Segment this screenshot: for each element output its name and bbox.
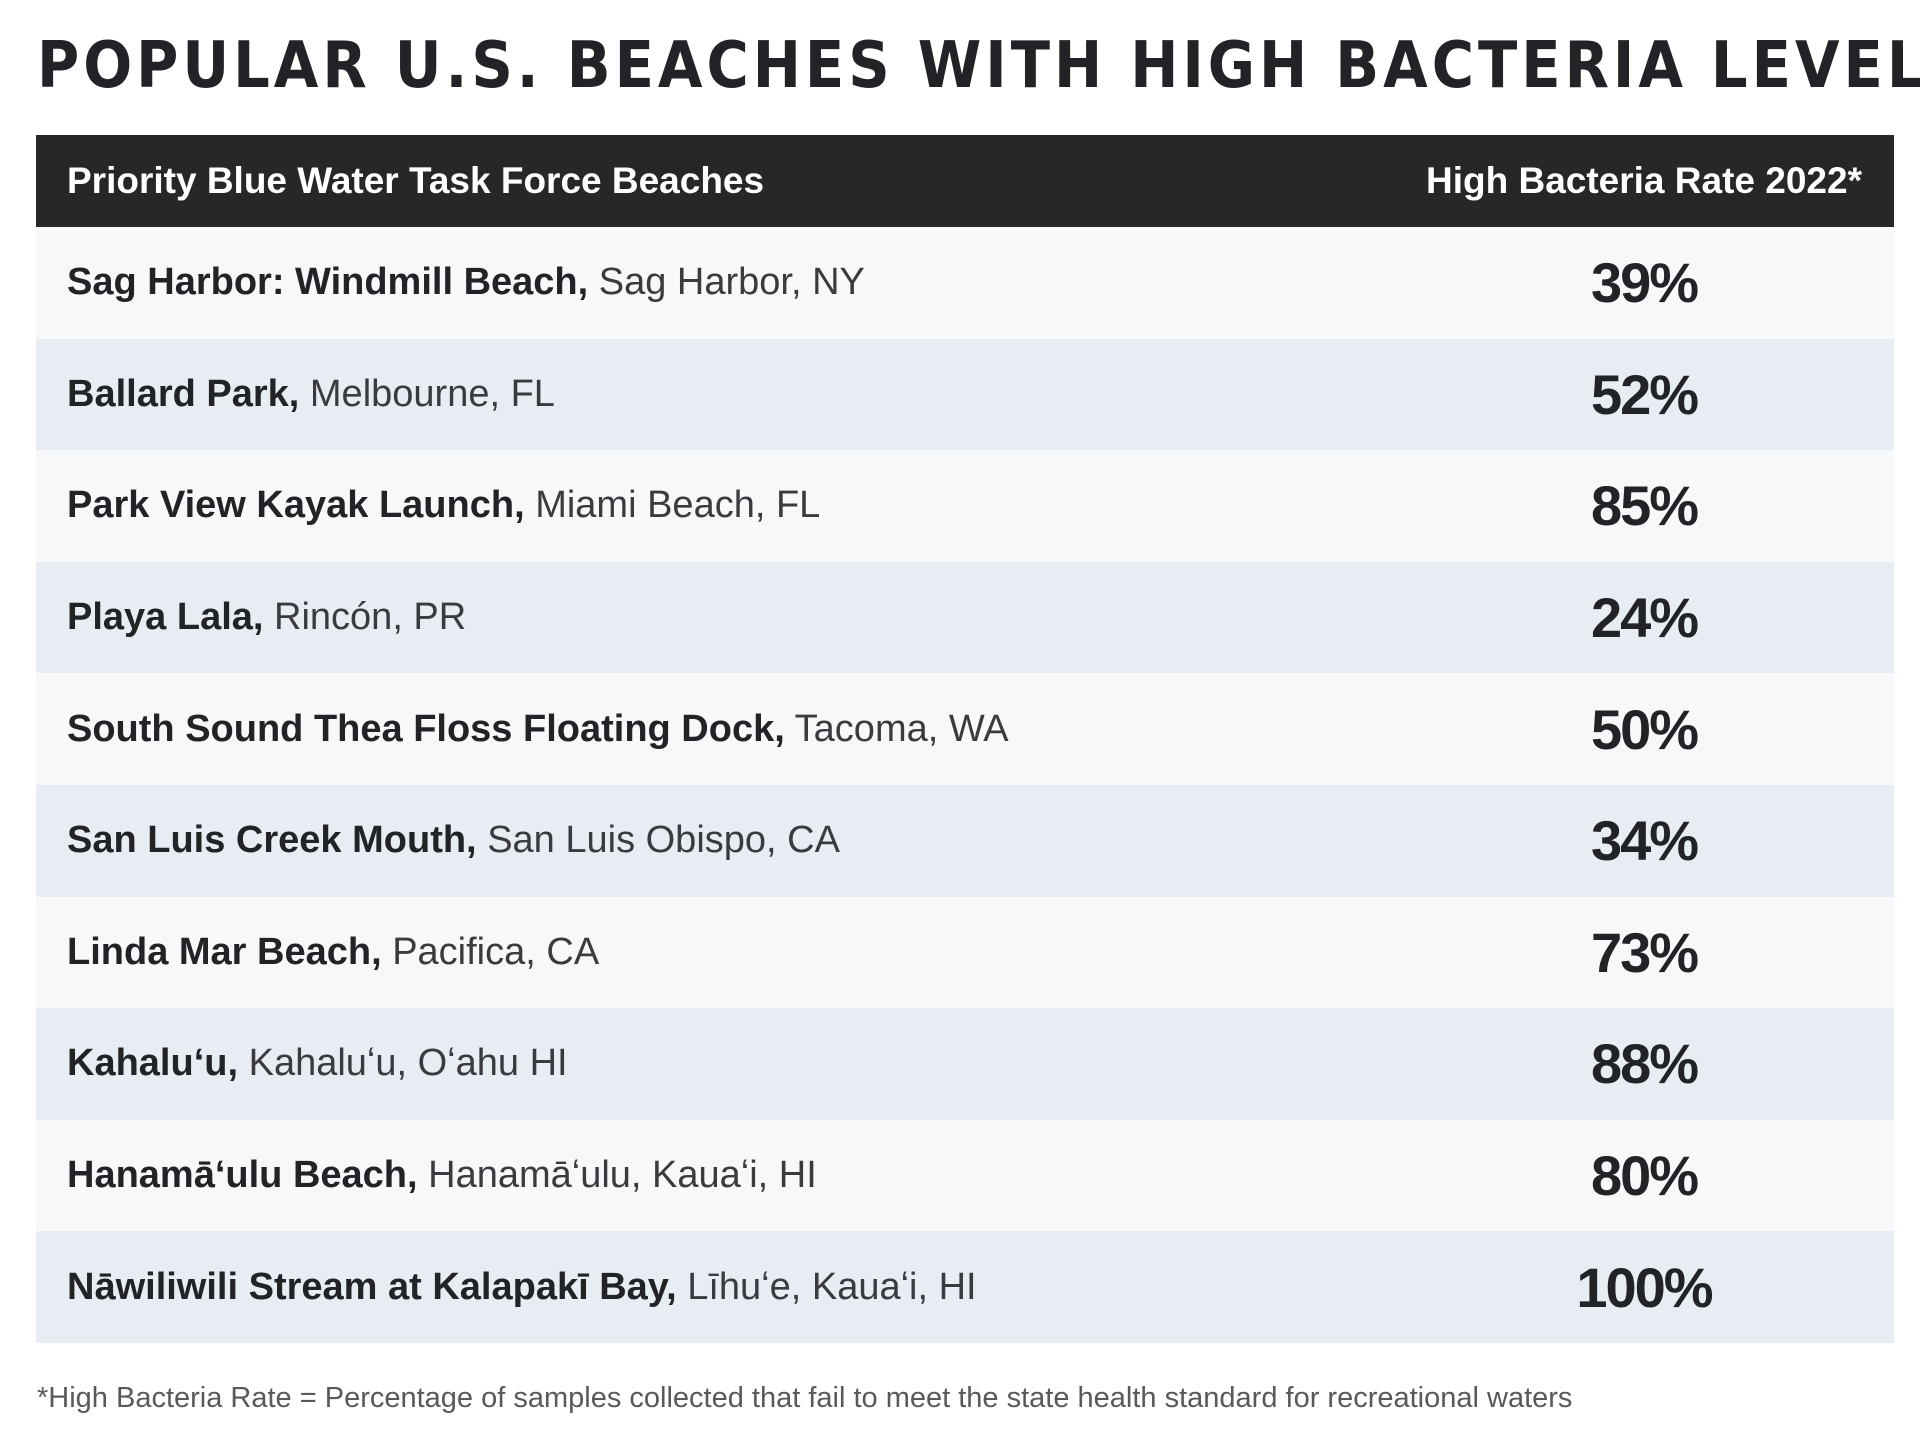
beach-location: San Luis Obispo, CA — [487, 819, 840, 862]
beaches-table: Priority Blue Water Task Force Beaches H… — [36, 135, 1894, 1343]
beach-name: Park View Kayak Launch, — [67, 484, 525, 527]
bacteria-rate-value: 50% — [1590, 697, 1699, 761]
bacteria-rate-value: 24% — [1590, 586, 1699, 650]
beach-location: Sag Harbor, NY — [598, 261, 865, 304]
beach-name: San Luis Creek Mouth, — [67, 819, 477, 862]
beach-location: Līhuʻe, Kauaʻi, HI — [687, 1265, 977, 1308]
table-row: Kahaluʻu, Kahaluʻu, Oʻahu HI 88% — [36, 1008, 1894, 1120]
beach-location: Kahaluʻu, Oʻahu HI — [248, 1042, 568, 1085]
beach-location: Hanamāʻulu, Kauaʻi, HI — [428, 1154, 817, 1197]
beach-cell: Kahaluʻu, Kahaluʻu, Oʻahu HI — [36, 1042, 1394, 1085]
column-header-beaches: Priority Blue Water Task Force Beaches — [67, 160, 765, 201]
bacteria-rate-value: 39% — [1590, 251, 1699, 315]
beach-cell: Sag Harbor: Windmill Beach, Sag Harbor, … — [36, 261, 1394, 304]
table-row: Playa Lala, Rincón, PR 24% — [36, 561, 1894, 674]
beach-cell: Hanamāʻulu Beach, Hanamāʻulu, Kauaʻi, HI — [36, 1154, 1394, 1197]
beach-name: Sag Harbor: Windmill Beach, — [67, 261, 589, 304]
beach-cell: San Luis Creek Mouth, San Luis Obispo, C… — [36, 819, 1394, 862]
table-header: Priority Blue Water Task Force Beaches H… — [36, 135, 1894, 227]
table-row: Sag Harbor: Windmill Beach, Sag Harbor, … — [36, 227, 1894, 339]
beach-name: Linda Mar Beach, — [67, 930, 382, 973]
beach-location: Pacifica, CA — [392, 930, 600, 973]
bacteria-rate-value: 100% — [1576, 1255, 1713, 1319]
beach-cell: Park View Kayak Launch, Miami Beach, FL — [36, 484, 1394, 527]
column-header-rate: High Bacteria Rate 2022* — [1426, 160, 1862, 201]
beach-cell: South Sound Thea Floss Floating Dock, Ta… — [36, 708, 1394, 751]
beach-name: Nāwiliwili Stream at Kalapakī Bay, — [67, 1265, 677, 1308]
table-row: South Sound Thea Floss Floating Dock, Ta… — [36, 673, 1894, 785]
table-body: Sag Harbor: Windmill Beach, Sag Harbor, … — [36, 227, 1894, 1343]
beach-location: Rincón, PR — [274, 596, 467, 639]
bacteria-rate-value: 85% — [1590, 474, 1699, 538]
beach-name: Hanamāʻulu Beach, — [67, 1154, 418, 1197]
page-title: POPULAR U.S. BEACHES WITH HIGH BACTERIA … — [37, 29, 1920, 103]
beach-cell: Playa Lala, Rincón, PR — [36, 596, 1394, 639]
table-row: Linda Mar Beach, Pacifica, CA 73% — [36, 896, 1894, 1009]
table-row: Ballard Park, Melbourne, FL 52% — [36, 338, 1894, 451]
table-row: Hanamāʻulu Beach, Hanamāʻulu, Kauaʻi, HI… — [36, 1119, 1894, 1232]
bacteria-rate-value: 52% — [1590, 362, 1699, 426]
beach-location: Tacoma, WA — [794, 707, 1009, 750]
beach-cell: Linda Mar Beach, Pacifica, CA — [36, 931, 1394, 974]
table-row: Nāwiliwili Stream at Kalapakī Bay, Līhuʻ… — [36, 1231, 1894, 1343]
bacteria-rate-value: 34% — [1590, 809, 1699, 873]
beach-cell: Nāwiliwili Stream at Kalapakī Bay, Līhuʻ… — [36, 1266, 1394, 1309]
beach-name: Kahaluʻu, — [67, 1042, 239, 1085]
beach-location: Melbourne, FL — [309, 372, 555, 415]
beach-location: Miami Beach, FL — [535, 484, 821, 527]
beach-name: Ballard Park, — [67, 372, 300, 415]
beach-name: Playa Lala, — [67, 596, 264, 639]
bacteria-rate-value: 88% — [1590, 1032, 1699, 1096]
bacteria-rate-value: 73% — [1590, 920, 1699, 984]
beach-name: South Sound Thea Floss Floating Dock, — [67, 707, 785, 750]
bacteria-rate-value: 80% — [1590, 1144, 1699, 1208]
beach-cell: Ballard Park, Melbourne, FL — [36, 373, 1394, 416]
footnote: *High Bacteria Rate = Percentage of samp… — [37, 1382, 1573, 1414]
table-row: San Luis Creek Mouth, San Luis Obispo, C… — [36, 784, 1894, 897]
table-row: Park View Kayak Launch, Miami Beach, FL 8… — [36, 450, 1894, 562]
